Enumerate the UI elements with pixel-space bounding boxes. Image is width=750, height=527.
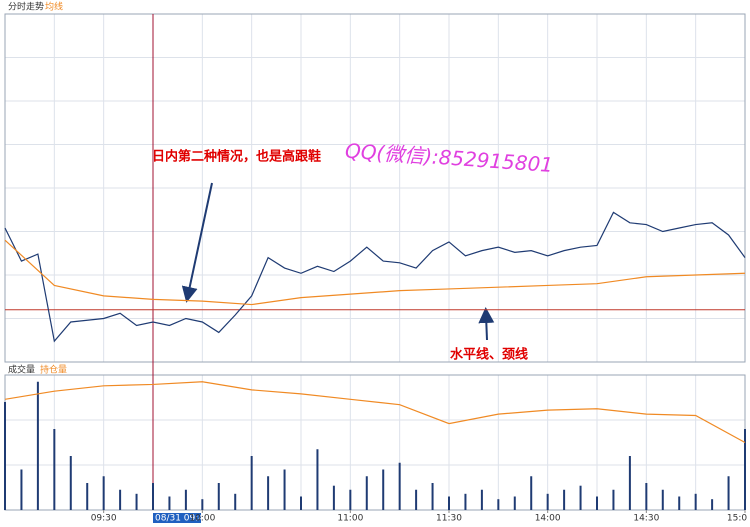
x-tick-label: 10:00 — [189, 514, 215, 524]
annotation: 日内第二种情况，也是高跟鞋 — [152, 149, 321, 165]
volume-bar — [152, 483, 154, 510]
x-tick-label: 09:30 — [91, 514, 117, 524]
volume-bar — [234, 493, 237, 510]
volume-bar — [727, 476, 730, 510]
volume-bar — [316, 449, 319, 510]
cursor-label-bg — [153, 513, 201, 523]
volume-bar — [86, 483, 89, 510]
volume-bar — [431, 483, 434, 510]
volume-bar — [20, 469, 23, 510]
volume-bar — [661, 489, 664, 510]
x-tick-label: 15:0 — [727, 514, 747, 524]
arrow — [181, 182, 213, 303]
volume-bar — [69, 456, 72, 510]
legend-entry: 均线 — [45, 1, 63, 13]
volume-bar — [530, 476, 533, 510]
volume-bar — [678, 496, 681, 510]
volume-bar — [711, 499, 714, 510]
x-tick-label: 11:00 — [337, 514, 363, 524]
line-series — [4, 381, 746, 444]
volume-bar — [283, 469, 286, 510]
volume-bar — [267, 476, 270, 510]
price-title: 分时走势 — [8, 1, 44, 13]
volume-bar — [102, 476, 105, 510]
volume-bar — [250, 456, 253, 510]
volume-bar — [168, 496, 171, 510]
volume-bar — [365, 476, 368, 510]
annotation: 水平线、颈线 — [450, 347, 528, 363]
volume-bar — [382, 469, 385, 510]
volume-bar — [36, 381, 39, 510]
volume-bar — [694, 493, 697, 510]
volume-bar — [135, 493, 138, 510]
volume-bar — [217, 483, 220, 510]
volume-bar — [398, 462, 401, 510]
volume-bar — [53, 429, 56, 510]
volume-bar — [579, 485, 582, 510]
line-series — [4, 239, 746, 306]
volume-bar — [497, 499, 500, 510]
volume-bar — [612, 489, 615, 510]
volume-bar — [628, 456, 631, 510]
volume-bar — [744, 429, 746, 510]
volume-bar — [119, 489, 122, 510]
line-series — [4, 211, 746, 343]
volume-bar — [448, 496, 450, 510]
volume-title: 成交量 — [8, 364, 35, 376]
volume-bar — [563, 489, 566, 510]
legend-entry: 持仓量 — [40, 364, 67, 376]
x-tick-label: 14:30 — [633, 514, 659, 524]
volume-bar — [332, 485, 335, 510]
x-tick-label: 11:30 — [436, 514, 462, 524]
volume-bar — [464, 493, 467, 510]
x-tick-label: 14:00 — [535, 514, 561, 524]
volume-bar — [546, 493, 549, 510]
volume-bar — [300, 496, 302, 510]
volume-bar — [201, 499, 204, 510]
arrow — [478, 307, 495, 341]
volume-bar — [596, 496, 598, 510]
volume-bar — [4, 402, 6, 510]
volume-bar — [415, 489, 418, 510]
volume-bar — [480, 489, 483, 510]
cursor-label: 08/31 09:45 — [155, 514, 210, 524]
volume-bar — [513, 496, 516, 510]
volume-bar — [184, 489, 187, 510]
price-panel — [4, 13, 746, 363]
volume-bar — [645, 483, 648, 510]
volume-bar — [349, 489, 352, 510]
